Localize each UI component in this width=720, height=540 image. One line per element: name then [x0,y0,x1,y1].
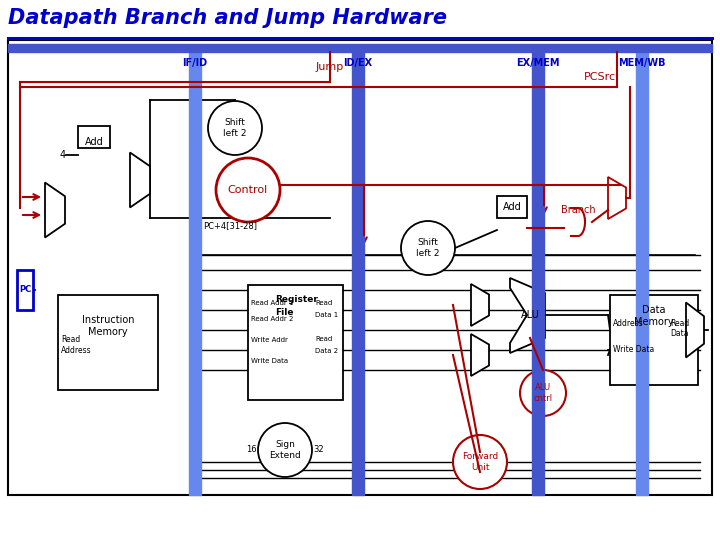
Bar [352,52,364,495]
Text: 16: 16 [246,446,257,455]
Text: Data 1: Data 1 [315,312,338,318]
Text: PC: PC [19,286,31,294]
Polygon shape [608,177,626,219]
Text: Datapath Branch and Jump Hardware: Datapath Branch and Jump Hardware [8,8,447,28]
Bar [636,52,648,495]
Bar [8,44,712,52]
Text: Shift
left 2: Shift left 2 [223,118,247,138]
Text: MEM/WB: MEM/WB [618,58,666,68]
Text: Control: Control [228,185,268,195]
Text: File: File [275,308,294,317]
Text: Shift
left 2: Shift left 2 [416,238,440,258]
Bar [58,295,158,390]
Text: Read Addr 1: Read Addr 1 [251,300,294,306]
Text: Sign
Extend: Sign Extend [269,440,301,460]
Text: Read Addr 2: Read Addr 2 [251,316,293,322]
Text: ID/EX: ID/EX [343,58,372,68]
Text: Data 2: Data 2 [315,348,338,354]
Text: Forward
Unit: Forward Unit [462,453,498,472]
Bar [610,295,698,385]
Text: Add: Add [85,137,104,147]
Circle shape [401,221,455,275]
Text: Write Addr: Write Addr [251,337,288,343]
Circle shape [208,101,262,155]
Text: Add: Add [503,202,521,212]
Text: ALU: ALU [521,310,539,320]
Polygon shape [471,284,489,326]
Polygon shape [45,183,65,238]
Text: Data
Memory: Data Memory [634,305,674,327]
Polygon shape [130,152,150,207]
Circle shape [258,423,312,477]
Bar [497,196,527,218]
Bar [248,285,343,400]
Text: PC+4[31-28]: PC+4[31-28] [203,221,257,230]
Text: Read
Address: Read Address [61,335,91,355]
Text: EX/MEM: EX/MEM [516,58,559,68]
Bar [532,52,544,495]
Bar [17,270,33,310]
Text: Branch: Branch [561,205,595,215]
Polygon shape [686,302,704,357]
Bar [8,40,712,495]
Circle shape [520,370,566,416]
Text: Jump: Jump [316,62,344,72]
Text: Write Data: Write Data [251,358,288,364]
Bar [78,126,110,148]
Text: Read: Read [315,336,332,342]
Text: Read
Data: Read Data [670,319,689,339]
Polygon shape [510,278,545,353]
Text: Register: Register [275,295,318,304]
Text: Address: Address [613,319,644,328]
Bar [189,52,201,495]
Circle shape [216,158,280,222]
Text: ALU
cntrl: ALU cntrl [534,383,552,403]
Text: Read: Read [315,300,332,306]
Text: 32: 32 [313,446,323,455]
Circle shape [453,435,507,489]
Polygon shape [471,334,489,376]
Text: IF/ID: IF/ID [182,58,207,68]
Text: Write Data: Write Data [613,345,654,354]
Text: Instruction
Memory: Instruction Memory [82,315,134,336]
Text: PCSrc: PCSrc [584,72,616,82]
Text: 4: 4 [60,150,66,160]
